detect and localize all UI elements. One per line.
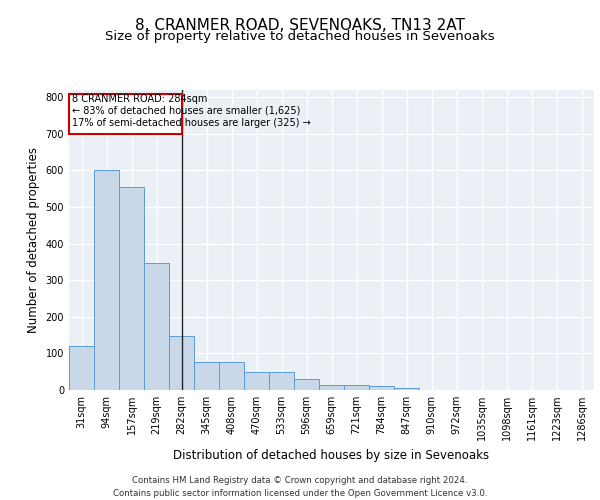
Bar	[194, 362, 219, 390]
Bar	[69, 346, 94, 390]
Bar	[219, 362, 244, 390]
Bar	[369, 386, 394, 390]
Text: Contains HM Land Registry data © Crown copyright and database right 2024.
Contai: Contains HM Land Registry data © Crown c…	[113, 476, 487, 498]
Bar	[294, 379, 319, 390]
X-axis label: Distribution of detached houses by size in Sevenoaks: Distribution of detached houses by size …	[173, 448, 490, 462]
FancyBboxPatch shape	[69, 94, 182, 134]
Bar	[344, 385, 369, 390]
Bar	[144, 264, 169, 390]
Text: Size of property relative to detached houses in Sevenoaks: Size of property relative to detached ho…	[105, 30, 495, 43]
Bar	[169, 336, 194, 390]
Bar	[244, 372, 269, 390]
Bar	[119, 187, 144, 390]
Y-axis label: Number of detached properties: Number of detached properties	[27, 147, 40, 333]
Bar	[394, 388, 419, 390]
Bar	[319, 385, 344, 390]
Bar	[94, 170, 119, 390]
Text: 8 CRANMER ROAD: 284sqm
← 83% of detached houses are smaller (1,625)
17% of semi-: 8 CRANMER ROAD: 284sqm ← 83% of detached…	[71, 94, 310, 128]
Text: 8, CRANMER ROAD, SEVENOAKS, TN13 2AT: 8, CRANMER ROAD, SEVENOAKS, TN13 2AT	[135, 18, 465, 32]
Bar	[269, 372, 294, 390]
